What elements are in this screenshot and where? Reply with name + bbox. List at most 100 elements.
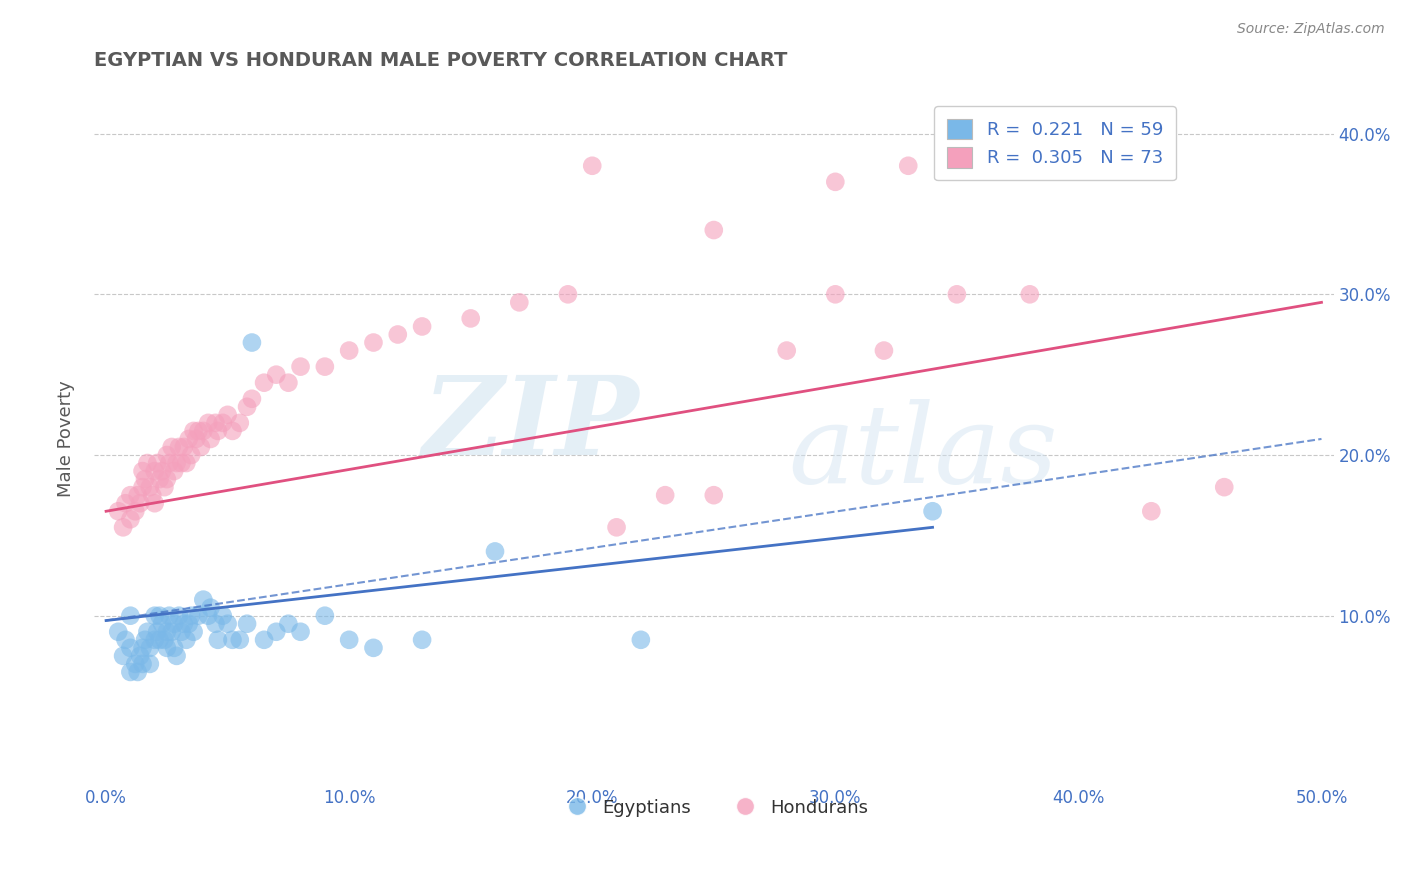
Point: [173, 616, 195, 631]
Point: [204, 416, 226, 430]
Point: [207, 632, 229, 647]
Point: [387, 327, 409, 342]
Point: [129, 496, 152, 510]
Point: [1018, 287, 1040, 301]
Point: [897, 159, 920, 173]
Point: [200, 432, 222, 446]
Point: [200, 600, 222, 615]
Point: [654, 488, 676, 502]
Point: [127, 665, 149, 679]
Point: [114, 496, 136, 510]
Point: [129, 648, 152, 663]
Point: [221, 424, 243, 438]
Point: [131, 657, 153, 671]
Point: [124, 657, 146, 671]
Point: [139, 480, 162, 494]
Point: [824, 287, 846, 301]
Point: [236, 400, 259, 414]
Point: [139, 640, 162, 655]
Point: [824, 175, 846, 189]
Point: [557, 287, 579, 301]
Point: [170, 624, 193, 639]
Point: [176, 456, 198, 470]
Point: [253, 632, 276, 647]
Point: [153, 480, 176, 494]
Point: [177, 616, 200, 631]
Point: [148, 608, 170, 623]
Point: [197, 608, 219, 623]
Point: [167, 440, 190, 454]
Point: [150, 464, 173, 478]
Point: [873, 343, 896, 358]
Point: [204, 616, 226, 631]
Point: [581, 159, 603, 173]
Point: [173, 440, 195, 454]
Point: [120, 512, 142, 526]
Point: [207, 424, 229, 438]
Point: [180, 608, 202, 623]
Point: [131, 464, 153, 478]
Point: [337, 632, 360, 647]
Point: [484, 544, 506, 558]
Point: [363, 640, 385, 655]
Point: [124, 504, 146, 518]
Point: [264, 368, 287, 382]
Point: [157, 456, 180, 470]
Point: [337, 343, 360, 358]
Point: [703, 223, 725, 237]
Point: [217, 408, 239, 422]
Point: [411, 319, 433, 334]
Point: [134, 632, 156, 647]
Point: [290, 624, 312, 639]
Point: [146, 456, 169, 470]
Point: [141, 488, 163, 502]
Point: [150, 616, 173, 631]
Point: [1213, 480, 1236, 494]
Point: [264, 624, 287, 639]
Point: [156, 448, 179, 462]
Point: [176, 632, 198, 647]
Point: [153, 632, 176, 647]
Point: [143, 608, 166, 623]
Point: [160, 624, 183, 639]
Point: [184, 432, 207, 446]
Text: atlas: atlas: [789, 399, 1057, 507]
Point: [187, 424, 209, 438]
Point: [112, 520, 135, 534]
Point: [166, 456, 188, 470]
Point: [107, 504, 129, 518]
Point: [131, 480, 153, 494]
Point: [253, 376, 276, 390]
Point: [217, 616, 239, 631]
Point: [120, 665, 142, 679]
Point: [703, 488, 725, 502]
Point: [163, 464, 186, 478]
Point: [166, 648, 188, 663]
Text: EGYPTIAN VS HONDURAN MALE POVERTY CORRELATION CHART: EGYPTIAN VS HONDURAN MALE POVERTY CORREL…: [94, 51, 787, 70]
Point: [277, 616, 299, 631]
Point: [314, 359, 336, 374]
Point: [143, 496, 166, 510]
Point: [148, 632, 170, 647]
Point: [363, 335, 385, 350]
Point: [508, 295, 530, 310]
Point: [177, 432, 200, 446]
Point: [167, 608, 190, 623]
Point: [120, 640, 142, 655]
Point: [197, 416, 219, 430]
Point: [229, 416, 252, 430]
Y-axis label: Male Poverty: Male Poverty: [58, 381, 75, 498]
Point: [240, 392, 263, 406]
Point: [156, 640, 179, 655]
Point: [163, 640, 186, 655]
Point: [163, 616, 186, 631]
Point: [187, 608, 209, 623]
Point: [134, 472, 156, 486]
Point: [921, 504, 943, 518]
Point: [460, 311, 482, 326]
Point: [190, 440, 212, 454]
Point: [136, 456, 159, 470]
Point: [148, 472, 170, 486]
Text: Source: ZipAtlas.com: Source: ZipAtlas.com: [1237, 22, 1385, 37]
Point: [221, 632, 243, 647]
